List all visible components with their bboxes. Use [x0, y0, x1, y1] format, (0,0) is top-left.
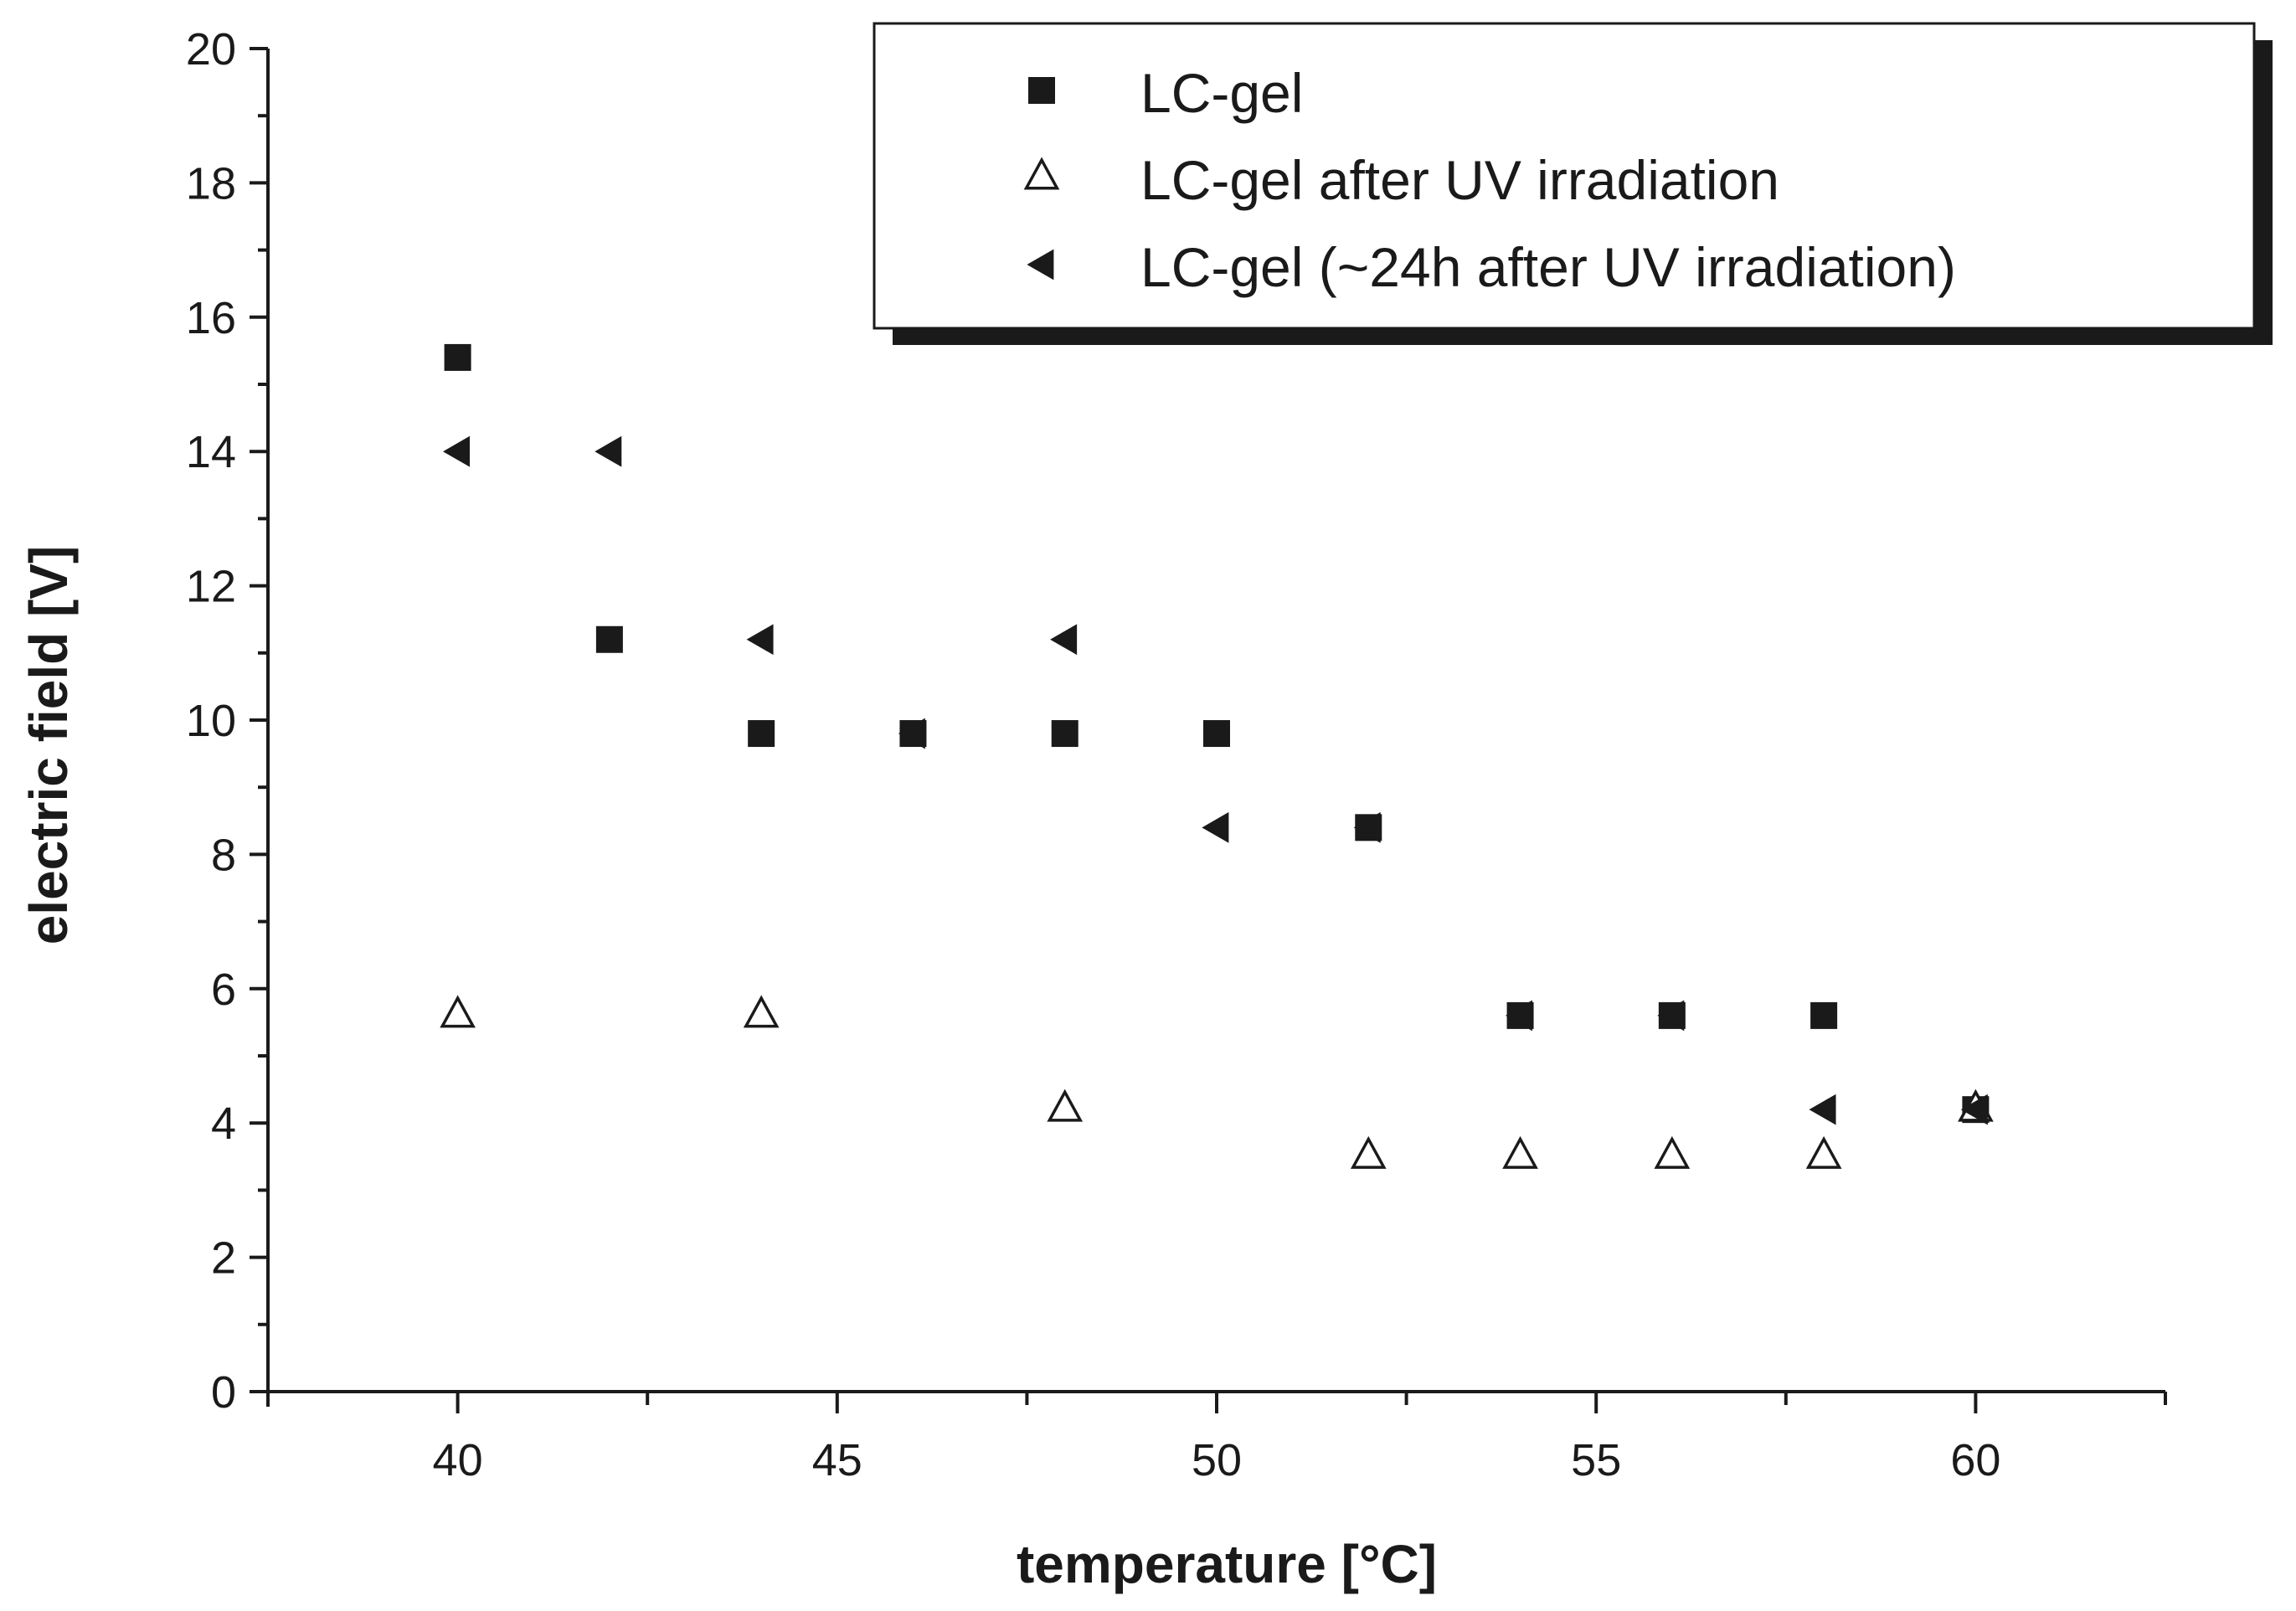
series-lc-gel [444, 343, 1990, 1124]
data-point [1809, 1094, 1836, 1125]
data-point [743, 995, 780, 1028]
plot-area [440, 343, 1994, 1169]
y-axis-title: electric field [V] [18, 546, 79, 945]
y-tick-label: 6 [211, 965, 236, 1015]
data-point [746, 624, 774, 656]
legend-item-lc-gel-24h-after-uv-irradiation: LC-gel (~24h after UV irradiation) [1027, 236, 1956, 298]
y-tick-label: 8 [211, 830, 236, 880]
legend: LC-gel LC-gel after UV irradiation LC-gel … [873, 22, 2273, 345]
data-point [444, 343, 471, 371]
y-tick-label: 4 [211, 1099, 236, 1149]
data-point [1502, 1135, 1538, 1169]
data-point [1050, 624, 1078, 656]
legend-box [873, 22, 2256, 330]
series-lc-gel-after-uv-irradiation [440, 995, 1994, 1169]
data-point [898, 718, 925, 749]
data-point [1353, 811, 1381, 843]
legend-label: LC-gel [1140, 62, 1303, 124]
data-point [1047, 1089, 1084, 1122]
data-point [1810, 1001, 1838, 1029]
data-point [443, 435, 470, 467]
data-point [1960, 1094, 1988, 1125]
data-point [748, 720, 775, 748]
y-tick-label: 12 [186, 562, 236, 612]
legend-marker [1028, 77, 1055, 104]
y-tick-label: 18 [186, 158, 236, 208]
x-tick-label: 60 [1950, 1435, 2000, 1485]
x-axis-title: temperature [°C] [1017, 1534, 1437, 1594]
x-tick-label: 45 [812, 1435, 862, 1485]
axes: 0 2 4 6 8 10 12 14 16 18 20 40 45 50 55 60 [186, 24, 2167, 1485]
legend-marker [1027, 249, 1054, 281]
data-point [1203, 720, 1230, 748]
y-tick-label: 10 [186, 696, 236, 746]
data-point [595, 435, 622, 467]
data-point [1202, 811, 1229, 843]
data-point [1654, 1135, 1691, 1169]
y-tick-label: 16 [186, 293, 236, 343]
data-point [1350, 1135, 1387, 1169]
data-point [1051, 720, 1079, 748]
series-lc-gel-24h-after-uv-irradiation [443, 435, 1988, 1125]
legend-label: LC-gel (~24h after UV irradiation) [1140, 236, 1956, 298]
legend-item-lc-gel: LC-gel [1028, 62, 1303, 124]
x-tick-label: 50 [1192, 1435, 1242, 1485]
data-point [595, 625, 623, 653]
x-tick-label: 40 [433, 1435, 483, 1485]
y-tick-label: 0 [211, 1367, 236, 1418]
data-point [1505, 1000, 1532, 1032]
legend-label: LC-gel after UV irradiation [1140, 149, 1779, 211]
data-point [440, 995, 476, 1028]
data-point [1805, 1135, 1842, 1169]
y-tick-label: 2 [211, 1233, 236, 1284]
y-tick-label: 14 [186, 427, 236, 477]
x-tick-label: 55 [1571, 1435, 1621, 1485]
legend-item-lc-gel-after-uv-irradiation: LC-gel after UV irradiation [1023, 149, 1779, 211]
data-point [1657, 1000, 1685, 1032]
y-tick-label: 20 [186, 24, 236, 75]
legend-marker [1023, 157, 1060, 190]
